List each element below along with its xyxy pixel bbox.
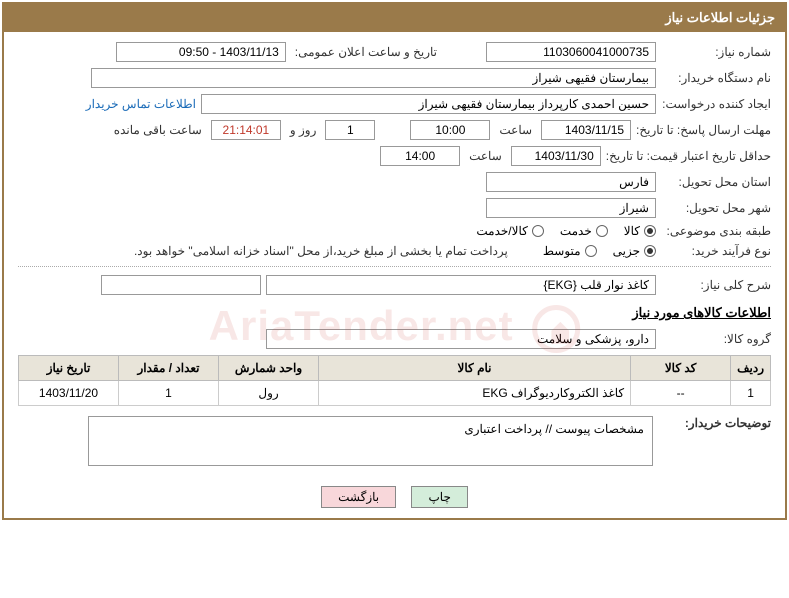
th-name: نام کالا: [319, 356, 631, 381]
panel-header: جزئیات اطلاعات نیاز: [4, 4, 785, 32]
city-field: شیراز: [486, 198, 656, 218]
th-row: ردیف: [731, 356, 771, 381]
requester-label: ایجاد کننده درخواست:: [661, 97, 771, 111]
row-process: نوع فرآیند خرید: جزیی متوسط پرداخت تمام …: [18, 244, 771, 258]
process-radio-group: جزیی متوسط: [543, 244, 656, 258]
radio-khadamat-label: خدمت: [560, 224, 592, 238]
buyer-label: نام دستگاه خریدار:: [661, 71, 771, 85]
radio-medium[interactable]: متوسط: [543, 244, 597, 258]
reply-time-label: ساعت: [495, 123, 536, 137]
city-label: شهر محل تحویل:: [661, 201, 771, 215]
row-reply-deadline: مهلت ارسال پاسخ: تا تاریخ: 1403/11/15 سا…: [18, 120, 771, 140]
need-number-field: 1103060041000735: [486, 42, 656, 62]
payment-note: پرداخت تمام یا بخشی از مبلغ خرید،از محل …: [134, 244, 508, 258]
group-field: دارو، پزشکی و سلامت: [266, 329, 656, 349]
countdown-field: 21:14:01: [211, 120, 281, 140]
radio-khadamat-circle: [596, 225, 608, 237]
category-radio-group: کالا خدمت کالا/خدمت: [476, 224, 656, 238]
table-header-row: ردیف کد کالا نام کالا واحد شمارش تعداد /…: [19, 356, 771, 381]
reply-date-field: 1403/11/15: [541, 120, 631, 140]
announce-label: تاریخ و ساعت اعلان عمومی:: [291, 45, 441, 59]
notes-box: مشخصات پیوست // پرداخت اعتباری: [88, 416, 653, 466]
radio-partial[interactable]: جزیی: [613, 244, 656, 258]
requester-field: حسین احمدی کارپرداز بیمارستان فقیهی شیرا…: [201, 94, 656, 114]
contact-link[interactable]: اطلاعات تماس خریدار: [86, 97, 196, 111]
th-qty: تعداد / مقدار: [119, 356, 219, 381]
row-province: استان محل تحویل: فارس: [18, 172, 771, 192]
radio-both-label: کالا/خدمت: [476, 224, 527, 238]
validity-label: حداقل تاریخ اعتبار قیمت: تا تاریخ:: [606, 149, 771, 163]
validity-time-field: 14:00: [380, 146, 460, 166]
days-count-field: 1: [325, 120, 375, 140]
desc-field: کاغذ نوار قلب {EKG}: [266, 275, 656, 295]
items-section-title: اطلاعات کالاهای مورد نیاز: [18, 305, 771, 321]
row-category: طبقه بندی موضوعی: کالا خدمت کالا/خدمت: [18, 224, 771, 238]
validity-date-field: 1403/11/30: [511, 146, 601, 166]
main-panel: جزئیات اطلاعات نیاز AriaTender.net شماره…: [2, 2, 787, 520]
need-number-label: شماره نیاز:: [661, 45, 771, 59]
province-label: استان محل تحویل:: [661, 175, 771, 189]
td-row: 1: [731, 381, 771, 406]
category-label: طبقه بندی موضوعی:: [661, 224, 771, 238]
reply-time-field: 10:00: [410, 120, 490, 140]
divider-1: [18, 266, 771, 267]
days-and-label: روز و: [286, 123, 321, 137]
row-buyer: نام دستگاه خریدار: بیمارستان فقیهی شیراز: [18, 68, 771, 88]
table-row: 1 -- کاغذ الکتروکاردیوگراف EKG رول 1 140…: [19, 381, 771, 406]
process-label: نوع فرآیند خرید:: [661, 244, 771, 258]
row-group: گروه کالا: دارو، پزشکی و سلامت: [18, 329, 771, 349]
desc-label: شرح کلی نیاز:: [661, 278, 771, 292]
td-name: کاغذ الکتروکاردیوگراف EKG: [319, 381, 631, 406]
td-unit: رول: [219, 381, 319, 406]
notes-label: توضیحات خریدار:: [661, 416, 771, 430]
radio-partial-circle: [644, 245, 656, 257]
td-qty: 1: [119, 381, 219, 406]
radio-medium-label: متوسط: [543, 244, 581, 258]
panel-content: AriaTender.net شماره نیاز: 1103060041000…: [4, 32, 785, 476]
province-field: فارس: [486, 172, 656, 192]
row-requester: ایجاد کننده درخواست: حسین احمدی کارپرداز…: [18, 94, 771, 114]
th-date: تاریخ نیاز: [19, 356, 119, 381]
group-label: گروه کالا:: [661, 332, 771, 346]
back-button[interactable]: بازگشت: [321, 486, 396, 508]
row-validity: حداقل تاریخ اعتبار قیمت: تا تاریخ: 1403/…: [18, 146, 771, 166]
radio-khadamat[interactable]: خدمت: [560, 224, 608, 238]
radio-kala[interactable]: کالا: [624, 224, 656, 238]
remaining-label: ساعت باقی مانده: [110, 123, 206, 137]
row-city: شهر محل تحویل: شیراز: [18, 198, 771, 218]
radio-kala-circle: [644, 225, 656, 237]
radio-both[interactable]: کالا/خدمت: [476, 224, 543, 238]
radio-both-circle: [532, 225, 544, 237]
radio-medium-circle: [585, 245, 597, 257]
radio-partial-label: جزیی: [613, 244, 640, 258]
th-code: کد کالا: [631, 356, 731, 381]
panel-title: جزئیات اطلاعات نیاز: [665, 10, 775, 25]
td-date: 1403/11/20: [19, 381, 119, 406]
desc-extra-field: [101, 275, 261, 295]
radio-kala-label: کالا: [624, 224, 640, 238]
items-table: ردیف کد کالا نام کالا واحد شمارش تعداد /…: [18, 355, 771, 406]
row-notes: توضیحات خریدار: مشخصات پیوست // پرداخت ا…: [18, 416, 771, 466]
button-row: چاپ بازگشت: [4, 476, 785, 518]
announce-field: 1403/11/13 - 09:50: [116, 42, 286, 62]
validity-time-label: ساعت: [465, 149, 506, 163]
reply-deadline-label: مهلت ارسال پاسخ: تا تاریخ:: [636, 123, 771, 137]
td-code: --: [631, 381, 731, 406]
th-unit: واحد شمارش: [219, 356, 319, 381]
buyer-field: بیمارستان فقیهی شیراز: [91, 68, 656, 88]
print-button[interactable]: چاپ: [411, 486, 467, 508]
row-need-number: شماره نیاز: 1103060041000735 تاریخ و ساع…: [18, 42, 771, 62]
row-description: شرح کلی نیاز: کاغذ نوار قلب {EKG}: [18, 275, 771, 295]
